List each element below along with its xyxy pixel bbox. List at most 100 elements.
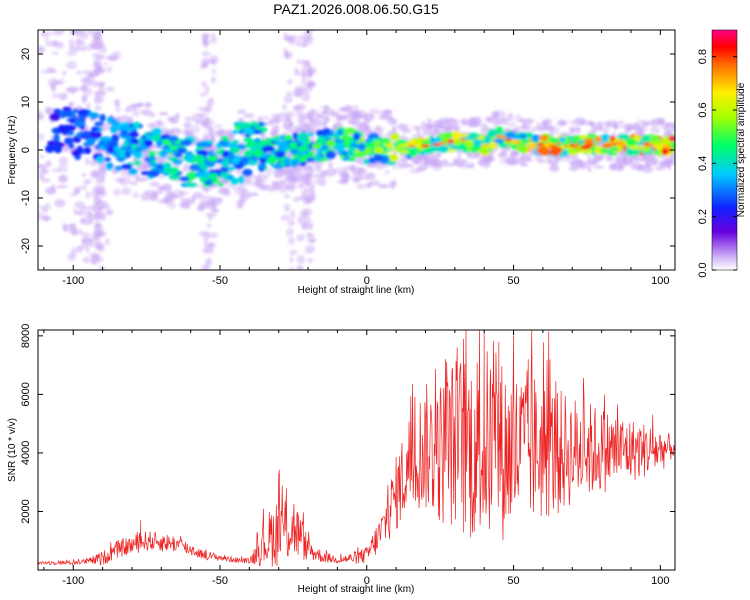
spectrum-ridge-blob (262, 145, 275, 152)
spectrum-ridge-blob (526, 131, 533, 140)
spectrum-streak-blob (286, 79, 293, 85)
spectrum-ridge-blob (74, 119, 82, 128)
spectrum-halo-blob (105, 86, 115, 92)
spectrum-halo-blob (602, 128, 610, 134)
spectrum-ridge-blob (322, 127, 331, 135)
spectrum-peak-blob (537, 142, 545, 146)
spectrum-ridge-blob (436, 144, 449, 153)
spectrum-ridge-blob (416, 140, 423, 149)
spectrum-ridge-blob (289, 141, 298, 148)
spectrum-ridge-blob (400, 149, 409, 155)
spectrum-halo-blob (599, 155, 606, 160)
spectrum-streak-blob (97, 189, 106, 198)
spectrum-halo-blob (364, 123, 370, 130)
snr-ticks: -100 -50 0 50 100 2000 4000 6000 8000 (20, 324, 675, 587)
spectrum-halo-blob (38, 133, 45, 138)
spectrum-streak-blob (289, 255, 294, 264)
spectrum-ridge-blob (160, 134, 168, 140)
spectrum-streak-blob (85, 220, 91, 226)
snr-series-line (38, 330, 675, 567)
spectrum-streak-blob (201, 32, 211, 39)
x-tick-label: 0 (364, 275, 370, 287)
spectrum-peak-blob (548, 145, 559, 149)
spectrum-ridge-blob (127, 168, 138, 175)
spectrum-halo-blob (311, 180, 318, 184)
spectrum-halo-blob (58, 92, 68, 101)
spectrum-ridge-blob (148, 150, 156, 159)
spectrum-streak-blob (88, 73, 95, 79)
spectrum-ridge-blob (196, 149, 209, 157)
colorbar-label: Normalized spectral amplitude (736, 82, 747, 217)
spectrum-halo-blob (172, 189, 184, 199)
spectrum-halo-blob (411, 134, 418, 139)
spectrum-streak-blob (289, 249, 298, 255)
x-tick-label: 50 (507, 275, 519, 287)
spectrum-ridge-blob (558, 136, 567, 143)
spectrum-halo-blob (412, 160, 421, 165)
y-tick-label: 8000 (20, 324, 32, 348)
spectrum-ridge-blob (470, 145, 481, 152)
spectrum-ridge-blob (625, 138, 638, 147)
spectrum-streak-blob (301, 222, 312, 230)
spectrum-streak-blob (85, 191, 91, 199)
spectrum-ridge-blob (133, 160, 142, 166)
spectrum-halo-blob (328, 111, 340, 116)
spectrum-streak-blob (283, 193, 291, 199)
spectrum-ridge-blob (396, 144, 404, 150)
spectrum-streak-blob (303, 60, 311, 66)
spectrum-halo-blob (351, 166, 363, 176)
spectrum-halo-blob (520, 162, 529, 167)
spectrum-halo-blob (521, 125, 532, 129)
spectrum-halo-blob (129, 103, 140, 108)
spectrum-halo-blob (382, 109, 393, 118)
spectrum-streak-blob (76, 39, 86, 46)
spectrum-halo-blob (331, 168, 338, 172)
spectrum-halo-blob (568, 128, 577, 133)
spectrum-streak-blob (304, 245, 311, 250)
spectrum-ridge-blob (617, 139, 626, 147)
spectrum-streak-blob (93, 169, 100, 177)
spectrum-halo-blob (463, 158, 469, 163)
spectrum-ridge-blob (348, 145, 356, 152)
spectrum-ridge-blob (121, 163, 133, 170)
x-tick-label: -100 (62, 275, 84, 287)
spectrum-halo-blob (58, 156, 68, 166)
spectrum-ridge-blob (453, 145, 465, 151)
x-tick-label: 0 (364, 575, 370, 587)
spectrum-halo-blob (356, 110, 368, 119)
spectrum-halo-blob (62, 223, 67, 232)
spectrum-halo-blob (52, 79, 63, 85)
spectrum-peak-blob (447, 140, 455, 144)
spectrum-streak-blob (98, 265, 106, 270)
spectrum-ridge-blob (81, 130, 92, 137)
spectrum-branch-blob (252, 129, 262, 135)
spectrum-ridge-blob (124, 150, 132, 159)
spectrum-streak-blob (301, 188, 309, 196)
spectrum-halo-blob (373, 127, 385, 131)
spectrum-ridge-blob (112, 120, 121, 127)
spectrum-halo-blob (156, 121, 162, 126)
spectrum-halo-blob (103, 61, 108, 67)
spectrum-ridge-blob (155, 139, 163, 148)
spectrum-halo-blob (38, 137, 45, 141)
spectrum-halo-blob (586, 120, 595, 126)
spectrum-halo-blob (650, 118, 655, 128)
spectrum-ridge-blob (107, 163, 114, 168)
spectrum-halo-blob (146, 102, 152, 107)
spectrum-halo-blob (635, 156, 642, 161)
x-tick-label: 100 (651, 275, 669, 287)
spectrum-ridge-blob (518, 134, 528, 139)
spectrum-ridge-blob (364, 141, 374, 149)
spectrum-halo-blob (81, 172, 87, 177)
spectrum-branch-blob (231, 129, 239, 135)
spectrum-ridge-blob (553, 146, 563, 154)
spectrum-ridge-blob (585, 149, 593, 155)
spectrum-ridge-blob (527, 142, 535, 147)
spectrum-streak-blob (305, 179, 311, 186)
spectrum-ridge-blob (531, 134, 541, 142)
spectrum-ridge-blob (465, 139, 474, 147)
spectrum-ridge-blob (189, 164, 201, 172)
spectrum-streak-blob (298, 34, 304, 42)
spectrum-halo-blob (586, 154, 591, 159)
spectrum-halo-blob (546, 156, 553, 163)
